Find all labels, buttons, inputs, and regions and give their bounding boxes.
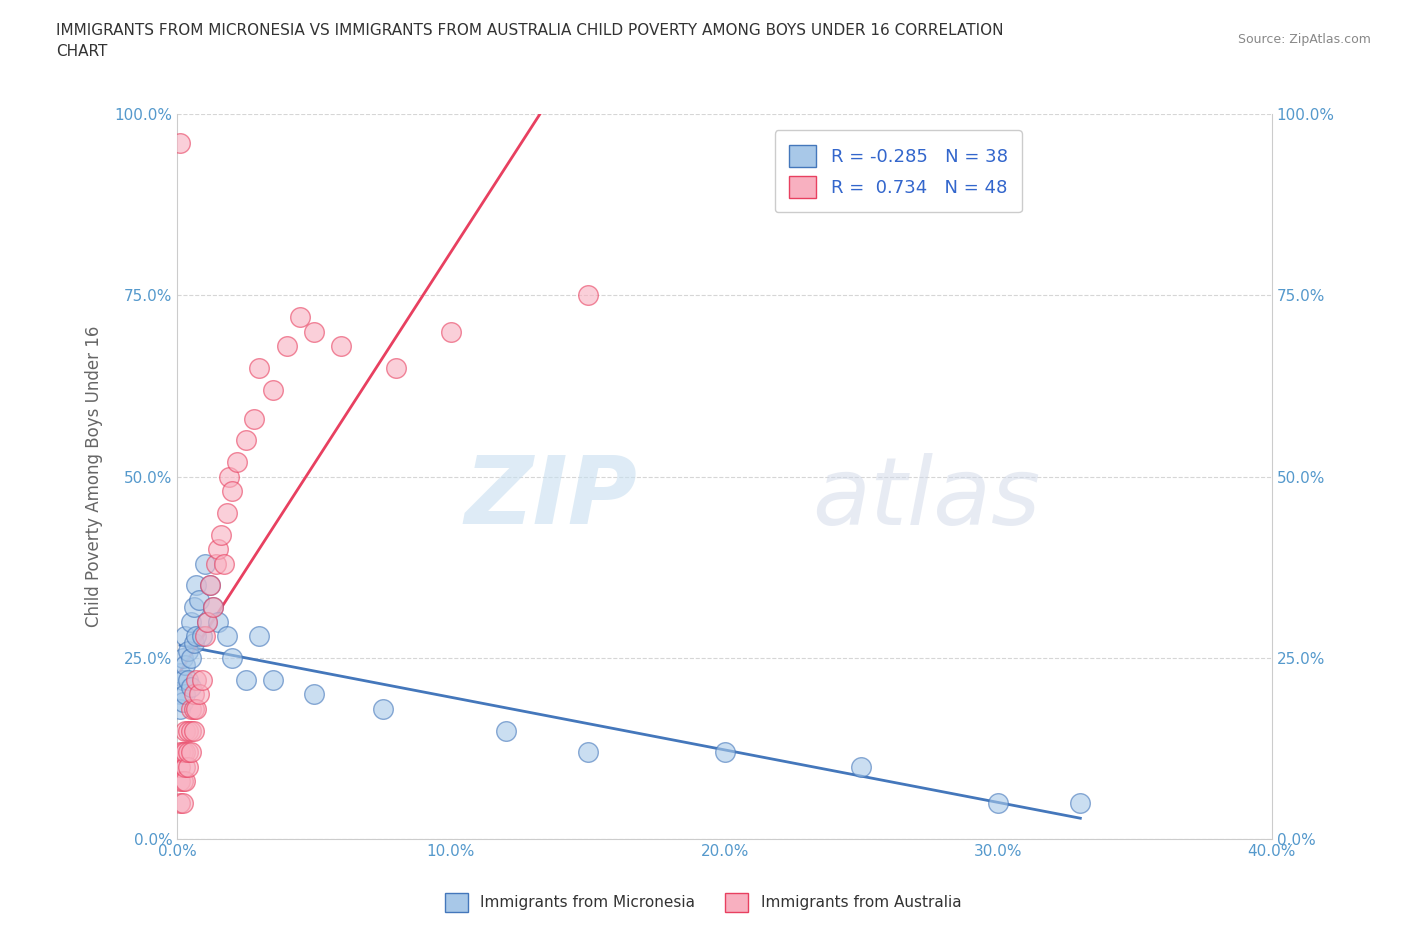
- Point: [262, 672, 284, 687]
- Point: [987, 796, 1010, 811]
- Point: [201, 600, 224, 615]
- Point: [177, 644, 200, 658]
- Point: [183, 701, 205, 716]
- Point: [195, 615, 218, 630]
- Point: [221, 651, 243, 666]
- Legend: R = -0.285   N = 38, R =  0.734   N = 48: R = -0.285 N = 38, R = 0.734 N = 48: [775, 130, 1022, 212]
- Point: [174, 629, 197, 644]
- Point: [235, 672, 257, 687]
- Point: [713, 745, 735, 760]
- Point: [169, 136, 191, 151]
- Point: [183, 600, 205, 615]
- Point: [212, 556, 235, 571]
- Point: [177, 745, 200, 760]
- Point: [221, 484, 243, 498]
- Point: [194, 556, 217, 571]
- Point: [207, 542, 229, 557]
- Point: [174, 658, 197, 672]
- Point: [235, 433, 257, 448]
- Point: [169, 760, 191, 775]
- Point: [440, 325, 463, 339]
- Point: [576, 745, 599, 760]
- Legend: Immigrants from Micronesia, Immigrants from Australia: Immigrants from Micronesia, Immigrants f…: [439, 887, 967, 918]
- Point: [177, 724, 200, 738]
- Point: [169, 665, 191, 680]
- Point: [172, 796, 194, 811]
- Point: [262, 382, 284, 397]
- Point: [247, 629, 270, 644]
- Point: [186, 578, 208, 593]
- Text: Source: ZipAtlas.com: Source: ZipAtlas.com: [1237, 33, 1371, 46]
- Point: [302, 687, 325, 702]
- Text: ZIP: ZIP: [464, 452, 637, 544]
- Point: [169, 774, 191, 789]
- Point: [186, 672, 208, 687]
- Point: [174, 745, 197, 760]
- Point: [226, 455, 249, 470]
- Point: [169, 796, 191, 811]
- Point: [290, 310, 312, 325]
- Point: [1069, 796, 1091, 811]
- Point: [204, 556, 226, 571]
- Point: [194, 629, 217, 644]
- Point: [174, 760, 197, 775]
- Point: [195, 615, 218, 630]
- Point: [198, 578, 221, 593]
- Point: [218, 470, 240, 485]
- Point: [172, 651, 194, 666]
- Point: [186, 629, 208, 644]
- Point: [188, 592, 211, 607]
- Point: [183, 636, 205, 651]
- Point: [215, 506, 238, 521]
- Point: [183, 687, 205, 702]
- Point: [330, 339, 353, 353]
- Point: [243, 411, 266, 426]
- Point: [180, 680, 202, 695]
- Point: [180, 615, 202, 630]
- Point: [174, 687, 197, 702]
- Point: [172, 774, 194, 789]
- Point: [180, 745, 202, 760]
- Point: [207, 615, 229, 630]
- Point: [209, 527, 232, 542]
- Point: [180, 651, 202, 666]
- Point: [188, 687, 211, 702]
- Point: [177, 672, 200, 687]
- Point: [198, 578, 221, 593]
- Point: [186, 701, 208, 716]
- Point: [576, 288, 599, 303]
- Point: [215, 629, 238, 644]
- Point: [247, 361, 270, 376]
- Point: [169, 701, 191, 716]
- Point: [172, 745, 194, 760]
- Point: [174, 774, 197, 789]
- Point: [371, 701, 394, 716]
- Point: [172, 694, 194, 709]
- Point: [169, 745, 191, 760]
- Point: [169, 687, 191, 702]
- Point: [191, 672, 214, 687]
- Point: [276, 339, 298, 353]
- Point: [201, 600, 224, 615]
- Point: [180, 724, 202, 738]
- Text: atlas: atlas: [813, 453, 1040, 544]
- Text: IMMIGRANTS FROM MICRONESIA VS IMMIGRANTS FROM AUSTRALIA CHILD POVERTY AMONG BOYS: IMMIGRANTS FROM MICRONESIA VS IMMIGRANTS…: [56, 23, 1004, 60]
- Point: [851, 760, 873, 775]
- Y-axis label: Child Poverty Among Boys Under 16: Child Poverty Among Boys Under 16: [86, 326, 103, 628]
- Point: [385, 361, 408, 376]
- Point: [183, 724, 205, 738]
- Point: [495, 724, 517, 738]
- Point: [302, 325, 325, 339]
- Point: [191, 629, 214, 644]
- Point: [174, 724, 197, 738]
- Point: [177, 760, 200, 775]
- Point: [180, 701, 202, 716]
- Point: [172, 672, 194, 687]
